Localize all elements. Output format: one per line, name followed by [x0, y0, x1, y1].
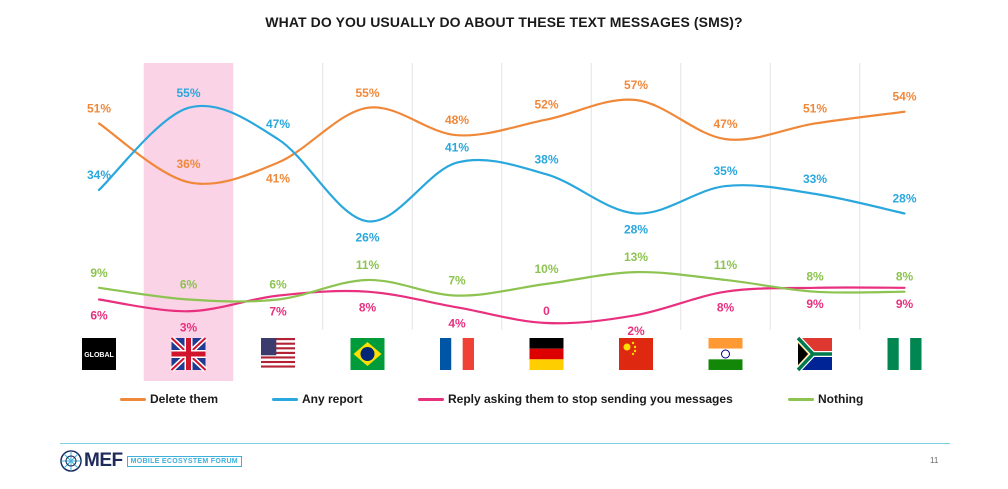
logo-text: MEF	[84, 450, 123, 471]
legend-label-delete: Delete them	[150, 392, 219, 406]
flag-france	[440, 338, 474, 370]
flag-india	[708, 338, 743, 370]
data-label-nothing: 8%	[806, 270, 824, 284]
footer-divider	[60, 443, 950, 444]
data-label-reply-asking-them-to-stop-sending-you-messages: 0	[543, 304, 550, 318]
data-label-reply-asking-them-to-stop-sending-you-messages: 3%	[180, 320, 198, 334]
data-label-nothing: 6%	[269, 278, 287, 292]
data-label-any-report: 26%	[355, 230, 379, 244]
data-label-delete-them: 51%	[803, 101, 827, 115]
data-label-delete-them: 36%	[176, 157, 200, 171]
flag-south-africa	[795, 335, 832, 373]
series-line-reply-asking-them-to-stop-sending-you-messages	[97, 286, 906, 325]
legend-item-delete: Delete them	[120, 392, 218, 406]
data-label-reply-asking-them-to-stop-sending-you-messages: 7%	[269, 305, 287, 319]
data-label-nothing: 11%	[356, 258, 380, 272]
data-label-nothing: 6%	[180, 278, 198, 292]
data-label-any-report: 35%	[713, 164, 737, 178]
data-label-any-report: 38%	[534, 152, 558, 166]
legend-label-reply: Reply asking them to stop sending you me…	[448, 392, 733, 406]
data-label-reply-asking-them-to-stop-sending-you-messages: 9%	[806, 297, 824, 311]
data-label-delete-them: 54%	[892, 90, 916, 104]
series-line-any-report	[97, 104, 906, 223]
page-number: 11	[930, 456, 939, 465]
highlight-band	[143, 63, 234, 381]
data-label-nothing: 8%	[896, 270, 914, 284]
data-label-nothing: 11%	[714, 258, 738, 272]
global-label: GLOBAL	[84, 352, 114, 359]
legend-item-nothing: Nothing	[788, 392, 863, 406]
data-label-delete-them: 52%	[534, 98, 558, 112]
data-label-any-report: 55%	[176, 86, 200, 100]
data-label-any-report: 33%	[803, 172, 827, 186]
data-label-nothing: 7%	[448, 274, 466, 288]
logo-subtitle: MOBILE ECOSYSTEM FORUM	[126, 455, 242, 467]
flag-nigeria	[887, 338, 922, 370]
flag-germany	[529, 338, 564, 370]
series-line-nothing	[97, 271, 906, 303]
data-label-reply-asking-them-to-stop-sending-you-messages: 2%	[627, 324, 645, 338]
globe-icon	[60, 450, 82, 472]
data-label-delete-them: 41%	[266, 172, 290, 186]
data-label-reply-asking-them-to-stop-sending-you-messages: 4%	[448, 316, 466, 330]
data-label-any-report: 41%	[445, 141, 469, 155]
flag-us	[261, 338, 295, 370]
data-label-reply-asking-them-to-stop-sending-you-messages: 6%	[90, 309, 108, 323]
legend-swatch-nothing	[788, 397, 814, 401]
data-label-delete-them: 57%	[624, 78, 648, 92]
legend-swatch-report	[272, 397, 298, 401]
chart-plot: 51% 36% 41% 55% 48% 52% 57% 47% 51% 54% 34% 55% 47% 2…	[82, 63, 922, 381]
legend-label-nothing: Nothing	[818, 392, 864, 406]
data-label-delete-them: 47%	[713, 117, 737, 131]
data-label-reply-asking-them-to-stop-sending-you-messages: 8%	[717, 301, 735, 315]
legend-item-report: Any report	[272, 392, 363, 406]
legend-label-report: Any report	[302, 392, 363, 406]
data-label-any-report: 34%	[87, 168, 111, 182]
legend-swatch-reply	[418, 397, 444, 401]
data-label-any-report: 47%	[266, 117, 290, 131]
data-label-delete-them: 48%	[445, 113, 469, 127]
flag-uk	[169, 336, 208, 372]
data-label-nothing: 10%	[534, 262, 558, 276]
mef-logo: MEF MOBILE ECOSYSTEM FORUM	[60, 450, 242, 472]
series-line-delete-them	[97, 98, 906, 185]
data-label-nothing: 13%	[624, 250, 648, 264]
legend: Delete them Any report Reply asking them…	[120, 392, 920, 412]
flag-china	[619, 338, 653, 370]
legend-swatch-delete	[120, 397, 146, 401]
data-label-nothing: 9%	[90, 266, 108, 280]
chart-title: WHAT DO YOU USUALLY DO ABOUT THESE TEXT …	[265, 14, 743, 30]
flag-global: GLOBAL	[82, 338, 116, 370]
legend-item-reply: Reply asking them to stop sending you me…	[418, 392, 733, 406]
flag-brazil	[350, 338, 385, 370]
data-label-reply-asking-them-to-stop-sending-you-messages: 9%	[896, 297, 914, 311]
data-label-delete-them: 55%	[355, 86, 379, 100]
data-label-delete-them: 51%	[87, 101, 111, 115]
data-label-any-report: 28%	[624, 222, 648, 236]
data-label-reply-asking-them-to-stop-sending-you-messages: 8%	[359, 301, 377, 315]
data-label-any-report: 28%	[892, 191, 916, 205]
